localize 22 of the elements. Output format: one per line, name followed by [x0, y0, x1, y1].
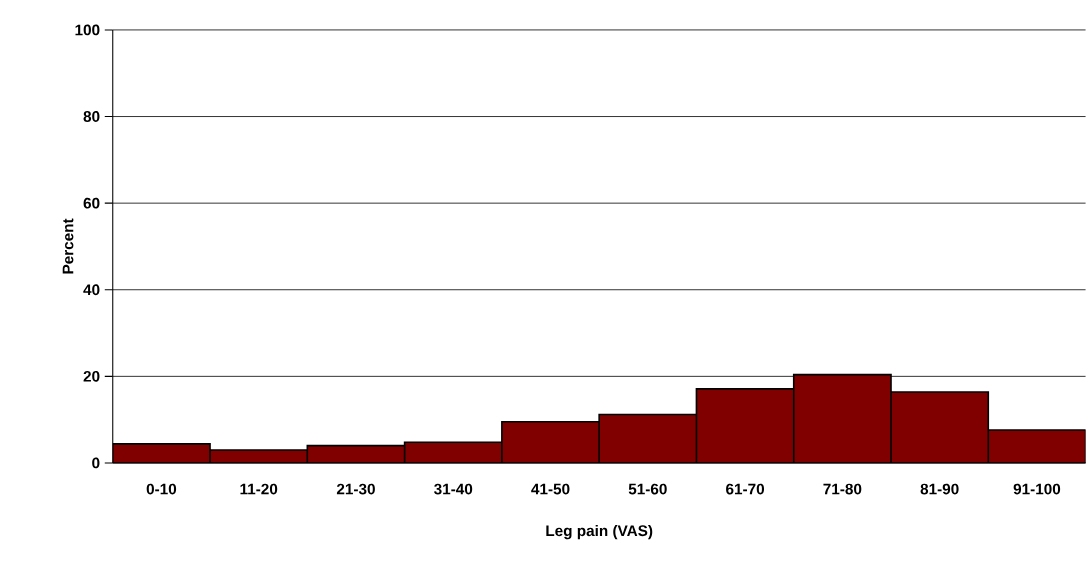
bar [793, 374, 892, 464]
y-tick-label: 20 [83, 371, 100, 382]
x-tick-label: 21-30 [336, 483, 375, 495]
y-tick-label: 80 [83, 111, 100, 123]
x-tick-label: 41-50 [531, 483, 570, 495]
x-tick-label: 51-60 [628, 483, 667, 495]
y-axis-title: Percent [62, 218, 74, 274]
x-tick-label: 71-80 [823, 483, 862, 495]
bar [501, 421, 600, 464]
x-tick-label: 91-100 [1013, 483, 1061, 495]
bar [987, 429, 1086, 464]
x-tick-label: 11-20 [240, 483, 278, 495]
y-tick-label: 100 [75, 24, 100, 36]
bar [891, 392, 989, 464]
y-tick-label: 0 [92, 457, 100, 469]
y-tick-label: 40 [83, 284, 100, 296]
x-tick-label: 61-70 [726, 483, 765, 495]
x-tick-label: 31-40 [434, 483, 473, 495]
x-tick-label: 81-90 [920, 483, 959, 495]
x-axis-title: Leg pain (VAS) [546, 525, 653, 540]
y-tick-label: 60 [83, 197, 100, 209]
x-tick-label: 0-10 [146, 483, 177, 495]
